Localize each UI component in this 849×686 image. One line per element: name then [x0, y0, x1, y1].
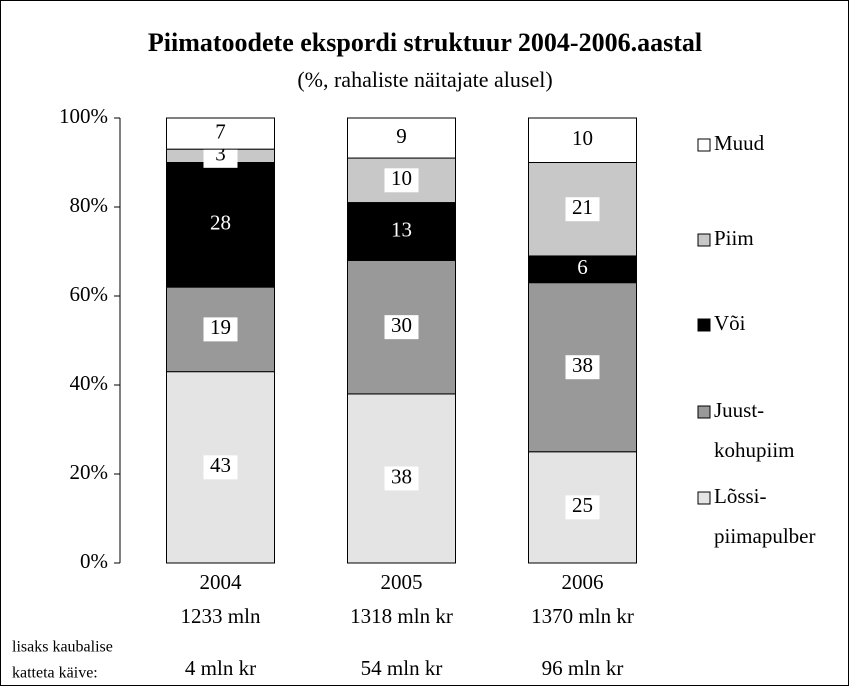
legend-label: Või	[714, 311, 746, 335]
data-label: 9	[396, 124, 407, 148]
extra-value: 54 mln kr	[361, 656, 443, 680]
data-label-bg	[384, 466, 419, 491]
extra-value: 4 mln kr	[185, 656, 256, 680]
legend-swatch	[697, 405, 711, 419]
y-tick-label: 80%	[70, 193, 109, 217]
legend-swatch	[697, 491, 711, 505]
data-label-bg	[203, 317, 238, 342]
data-label: 30	[391, 313, 412, 337]
legend-swatch	[697, 138, 711, 152]
data-label: 3	[215, 142, 226, 166]
bar-segment	[347, 202, 456, 261]
data-label: 43	[210, 453, 231, 477]
bar-segment	[166, 162, 275, 288]
extra-label: katteta käive:	[12, 665, 98, 682]
x-tick-sublabel: 1233 mln	[181, 604, 261, 628]
data-label-bg	[565, 197, 600, 222]
data-label-bg	[565, 355, 600, 380]
legend-label: Lõssi-piimapulber	[714, 484, 815, 548]
data-label: 7	[215, 119, 226, 143]
x-tick-label: 2004	[200, 570, 243, 594]
data-label: 28	[210, 211, 231, 235]
data-label: 10	[572, 126, 593, 150]
x-tick-sublabel: 1318 mln kr	[350, 604, 453, 628]
y-tick-label: 40%	[70, 371, 109, 395]
data-label-bg	[203, 455, 238, 480]
legend-label-line: Juust-	[714, 398, 764, 422]
extra-label: lisaks kaubalise	[12, 639, 113, 656]
data-label: 25	[572, 493, 593, 517]
data-label-bg	[384, 168, 419, 193]
extra-value: 96 mln kr	[542, 656, 624, 680]
legend-label-line: kohupiim	[714, 438, 795, 462]
legend-label: Piim	[714, 226, 754, 250]
x-tick-label: 2005	[381, 570, 423, 594]
legend-label-line: Lõssi-	[714, 484, 767, 508]
data-label: 10	[391, 166, 412, 190]
chart-title: Piimatoodete ekspordi struktuur 2004-200…	[148, 28, 702, 57]
data-label: 21	[572, 195, 593, 219]
data-label-bg	[565, 128, 600, 153]
y-tick-label: 0%	[80, 549, 108, 573]
data-label-bg	[384, 126, 419, 151]
data-label: 6	[577, 255, 588, 279]
y-tick-label: 60%	[70, 282, 109, 306]
chart-subtitle: (%, rahaliste näitajate alusel)	[297, 67, 552, 92]
y-tick-label: 100%	[59, 104, 108, 128]
legend-swatch	[697, 318, 711, 332]
legend-label: Juust-kohupiim	[714, 398, 795, 462]
data-label: 13	[391, 217, 412, 241]
data-label: 19	[210, 315, 231, 339]
data-label: 38	[572, 353, 593, 377]
legend-swatch	[697, 233, 711, 247]
legend-label-line: piimapulber	[714, 524, 815, 548]
y-tick-label: 20%	[70, 460, 109, 484]
data-label-bg	[203, 121, 238, 146]
x-tick-label: 2006	[562, 570, 604, 594]
legend-label: Muud	[714, 131, 765, 155]
data-label-bg	[565, 495, 600, 520]
data-label-bg	[384, 315, 419, 340]
data-label: 38	[391, 464, 412, 488]
x-tick-sublabel: 1370 mln kr	[531, 604, 634, 628]
